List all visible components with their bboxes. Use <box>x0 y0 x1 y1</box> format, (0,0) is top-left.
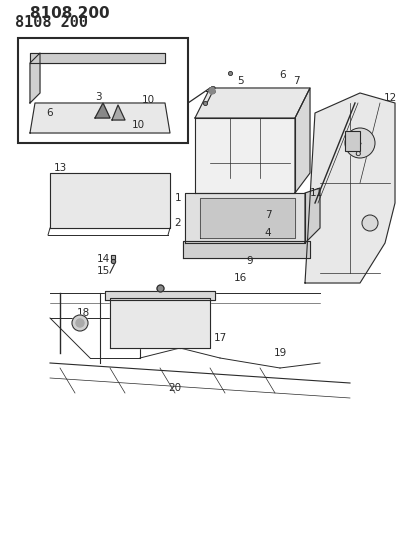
Polygon shape <box>110 298 210 348</box>
Polygon shape <box>183 241 310 258</box>
Text: 7: 7 <box>265 210 271 220</box>
Polygon shape <box>185 193 305 243</box>
Polygon shape <box>30 53 165 63</box>
Text: 7: 7 <box>293 76 299 86</box>
Text: 1: 1 <box>175 193 181 203</box>
Bar <box>345 131 360 151</box>
Circle shape <box>362 215 378 231</box>
Text: 11: 11 <box>309 188 323 198</box>
Text: 15: 15 <box>96 266 110 276</box>
Text: 17: 17 <box>213 333 226 343</box>
Text: 10: 10 <box>141 95 155 105</box>
Text: 16: 16 <box>233 273 247 283</box>
Polygon shape <box>30 53 40 103</box>
Text: 8: 8 <box>355 148 361 158</box>
Text: 3: 3 <box>95 92 102 102</box>
Text: 18: 18 <box>76 308 90 318</box>
Polygon shape <box>50 173 170 228</box>
Text: 5: 5 <box>237 76 243 86</box>
Text: 13: 13 <box>53 163 67 173</box>
Circle shape <box>209 88 215 94</box>
Polygon shape <box>305 93 395 283</box>
Text: 6: 6 <box>47 108 53 118</box>
Text: 12: 12 <box>383 93 397 103</box>
Polygon shape <box>305 188 320 243</box>
Circle shape <box>76 319 84 327</box>
Text: 4: 4 <box>265 228 271 238</box>
Text: 19: 19 <box>273 348 286 358</box>
Text: 2: 2 <box>175 218 181 228</box>
Text: 8108 200: 8108 200 <box>15 15 88 30</box>
Polygon shape <box>295 88 310 193</box>
Bar <box>18 38 188 143</box>
Text: 14: 14 <box>96 254 110 264</box>
Circle shape <box>72 315 88 331</box>
Polygon shape <box>105 291 215 300</box>
Polygon shape <box>195 118 295 193</box>
Text: 8108 200: 8108 200 <box>30 5 110 20</box>
Polygon shape <box>95 103 110 118</box>
Polygon shape <box>200 198 295 238</box>
Text: 10: 10 <box>132 120 145 130</box>
Polygon shape <box>112 105 125 120</box>
Circle shape <box>345 128 375 158</box>
Text: 20: 20 <box>169 383 182 393</box>
Text: 6: 6 <box>280 70 286 80</box>
Polygon shape <box>30 103 170 133</box>
Polygon shape <box>195 88 310 118</box>
Text: 9: 9 <box>247 256 253 266</box>
Text: 3: 3 <box>209 86 215 96</box>
